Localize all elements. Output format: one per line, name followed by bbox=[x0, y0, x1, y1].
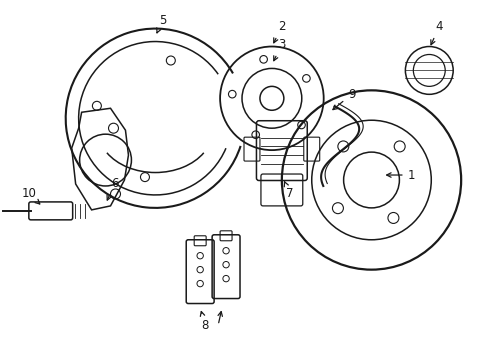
Text: 6: 6 bbox=[107, 177, 118, 200]
Text: 5: 5 bbox=[157, 14, 165, 33]
Text: 2: 2 bbox=[273, 20, 285, 43]
Text: 7: 7 bbox=[284, 182, 293, 201]
Text: 9: 9 bbox=[332, 88, 355, 109]
Text: 1: 1 bbox=[386, 168, 414, 181]
Text: 8: 8 bbox=[200, 311, 208, 332]
Text: 3: 3 bbox=[273, 38, 285, 61]
Text: 4: 4 bbox=[430, 20, 442, 45]
Text: 10: 10 bbox=[21, 188, 40, 204]
